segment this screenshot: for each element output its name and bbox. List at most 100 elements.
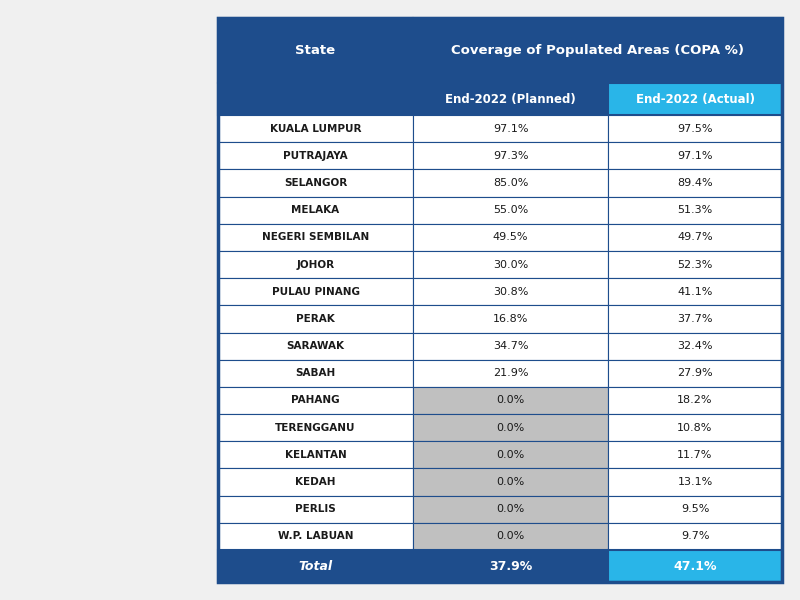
- Text: SABAH: SABAH: [295, 368, 336, 378]
- Text: 0.0%: 0.0%: [496, 477, 525, 487]
- Bar: [218, 441, 413, 469]
- Text: NEGERI SEMBILAN: NEGERI SEMBILAN: [262, 232, 369, 242]
- Bar: [608, 83, 782, 115]
- Text: 51.3%: 51.3%: [678, 205, 713, 215]
- Text: W.P. LABUAN: W.P. LABUAN: [278, 532, 354, 541]
- Bar: [413, 197, 608, 224]
- Text: PULAU PINANG: PULAU PINANG: [271, 287, 359, 297]
- Text: SELANGOR: SELANGOR: [284, 178, 347, 188]
- Bar: [218, 142, 413, 169]
- Text: 97.1%: 97.1%: [678, 151, 713, 161]
- Text: TERENGGANU: TERENGGANU: [275, 422, 356, 433]
- Text: 41.1%: 41.1%: [678, 287, 713, 297]
- Text: KELANTAN: KELANTAN: [285, 450, 346, 460]
- Bar: [608, 496, 782, 523]
- Text: 47.1%: 47.1%: [674, 559, 717, 572]
- Text: 49.7%: 49.7%: [677, 232, 713, 242]
- Text: 0.0%: 0.0%: [496, 504, 525, 514]
- Bar: [608, 197, 782, 224]
- Bar: [218, 278, 413, 305]
- Text: KEDAH: KEDAH: [295, 477, 336, 487]
- Bar: [413, 142, 608, 169]
- Text: 97.5%: 97.5%: [678, 124, 713, 134]
- Bar: [608, 441, 782, 469]
- Bar: [218, 332, 413, 359]
- Bar: [218, 305, 413, 332]
- Text: 30.8%: 30.8%: [493, 287, 528, 297]
- Text: PERLIS: PERLIS: [295, 504, 336, 514]
- Bar: [218, 359, 413, 387]
- Bar: [413, 115, 608, 142]
- Text: 13.1%: 13.1%: [678, 477, 713, 487]
- Bar: [413, 523, 608, 550]
- Bar: [608, 332, 782, 359]
- Bar: [413, 359, 608, 387]
- Bar: [218, 469, 413, 496]
- Text: Coverage of Populated Areas (COPA %): Coverage of Populated Areas (COPA %): [451, 44, 744, 57]
- Text: 52.3%: 52.3%: [678, 260, 713, 269]
- Bar: [218, 496, 413, 523]
- Bar: [608, 550, 782, 582]
- Bar: [218, 523, 413, 550]
- Text: PAHANG: PAHANG: [291, 395, 340, 406]
- Text: 11.7%: 11.7%: [678, 450, 713, 460]
- Text: 85.0%: 85.0%: [493, 178, 528, 188]
- Bar: [413, 251, 608, 278]
- Bar: [218, 115, 413, 142]
- Bar: [413, 414, 608, 441]
- Bar: [413, 305, 608, 332]
- Text: Total: Total: [298, 559, 333, 572]
- Bar: [608, 359, 782, 387]
- Text: 18.2%: 18.2%: [678, 395, 713, 406]
- Text: PUTRAJAYA: PUTRAJAYA: [283, 151, 348, 161]
- Text: 10.8%: 10.8%: [678, 422, 713, 433]
- Text: 34.7%: 34.7%: [493, 341, 528, 351]
- Bar: [608, 414, 782, 441]
- Bar: [218, 387, 413, 414]
- Bar: [608, 469, 782, 496]
- Text: 55.0%: 55.0%: [493, 205, 528, 215]
- Text: SARAWAK: SARAWAK: [286, 341, 345, 351]
- Bar: [608, 387, 782, 414]
- Text: End-2022 (Planned): End-2022 (Planned): [445, 92, 576, 106]
- Bar: [413, 278, 608, 305]
- Text: 9.7%: 9.7%: [681, 532, 710, 541]
- Text: 97.3%: 97.3%: [493, 151, 528, 161]
- Bar: [608, 115, 782, 142]
- Bar: [218, 550, 413, 582]
- Bar: [608, 142, 782, 169]
- Bar: [218, 18, 413, 83]
- Text: 0.0%: 0.0%: [496, 422, 525, 433]
- Bar: [218, 224, 413, 251]
- Bar: [608, 523, 782, 550]
- Text: End-2022 (Actual): End-2022 (Actual): [635, 92, 754, 106]
- Bar: [413, 469, 608, 496]
- Bar: [608, 169, 782, 197]
- Bar: [218, 197, 413, 224]
- Text: 97.1%: 97.1%: [493, 124, 528, 134]
- Bar: [608, 278, 782, 305]
- Bar: [413, 83, 608, 115]
- Text: 30.0%: 30.0%: [493, 260, 528, 269]
- Text: 32.4%: 32.4%: [678, 341, 713, 351]
- Bar: [218, 169, 413, 197]
- Bar: [218, 414, 413, 441]
- Text: State: State: [295, 44, 335, 57]
- Text: 37.7%: 37.7%: [678, 314, 713, 324]
- Bar: [218, 251, 413, 278]
- Text: 27.9%: 27.9%: [677, 368, 713, 378]
- Bar: [413, 550, 608, 582]
- Bar: [608, 305, 782, 332]
- Bar: [413, 387, 608, 414]
- Bar: [218, 83, 413, 115]
- Text: 0.0%: 0.0%: [496, 395, 525, 406]
- Text: 21.9%: 21.9%: [493, 368, 528, 378]
- Text: 16.8%: 16.8%: [493, 314, 528, 324]
- Text: 9.5%: 9.5%: [681, 504, 709, 514]
- Text: 0.0%: 0.0%: [496, 532, 525, 541]
- Text: KUALA LUMPUR: KUALA LUMPUR: [270, 124, 362, 134]
- Text: JOHOR: JOHOR: [297, 260, 334, 269]
- Text: 89.4%: 89.4%: [677, 178, 713, 188]
- Bar: [218, 18, 782, 582]
- Text: PERAK: PERAK: [296, 314, 335, 324]
